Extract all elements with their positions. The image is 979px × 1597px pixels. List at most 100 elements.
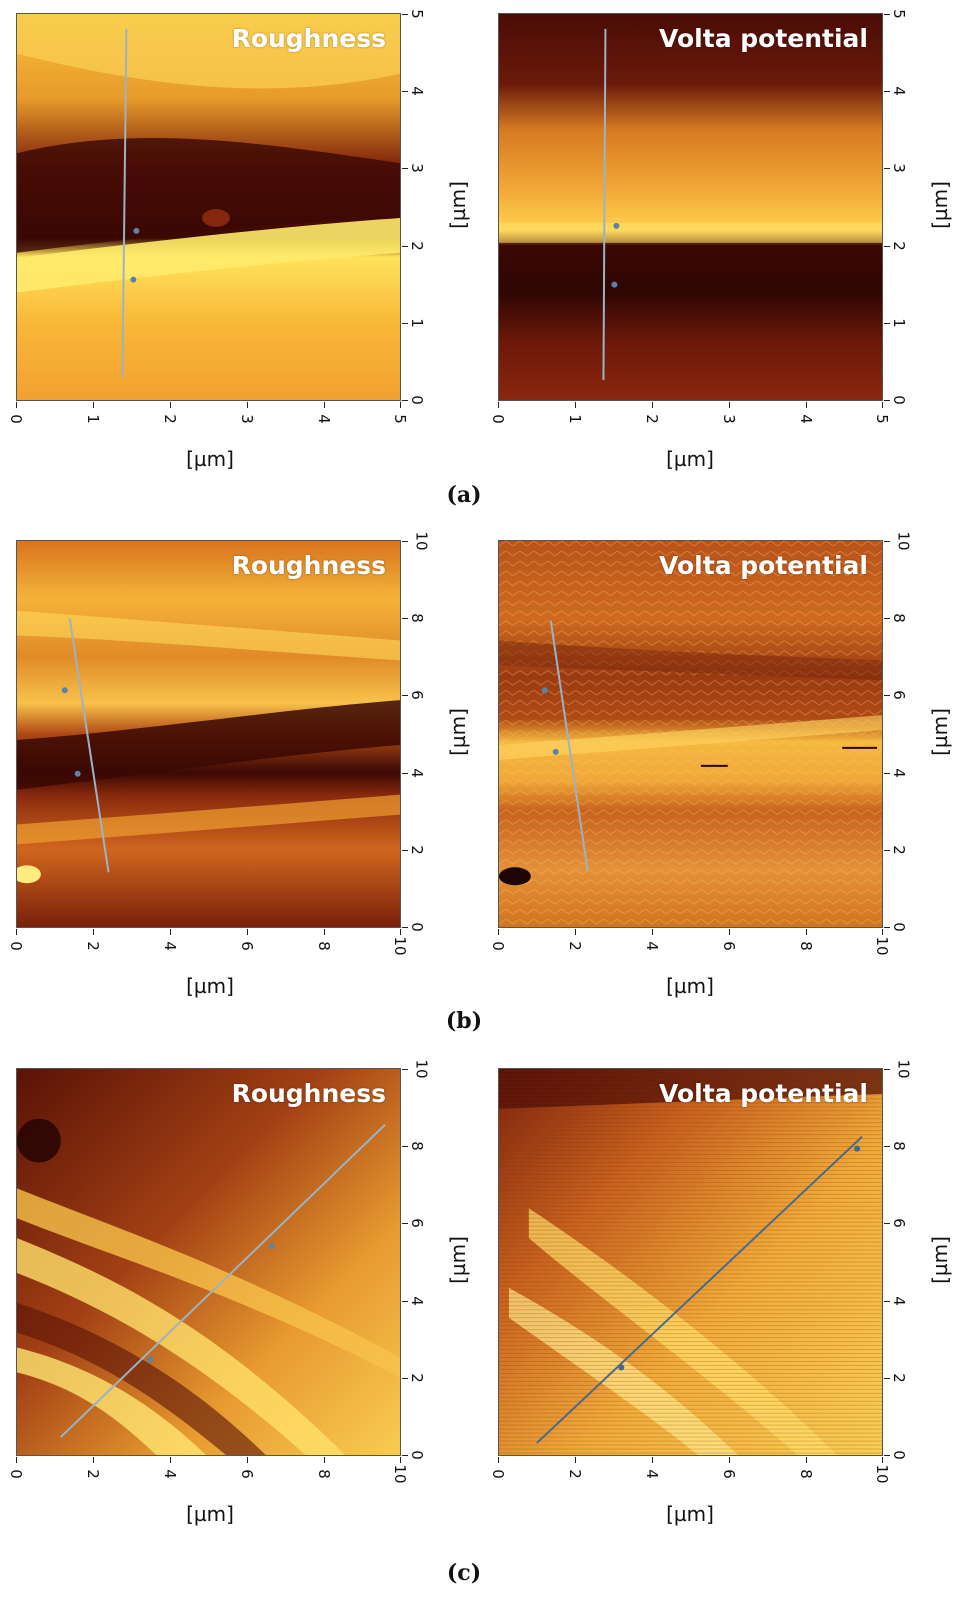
afm-map-a-roughness: Roughness bbox=[16, 13, 401, 401]
afm-map-c-roughness: Roughness bbox=[16, 1068, 401, 1456]
y-tick: 5 bbox=[407, 9, 426, 19]
y-axis: 0 2 4 6 8 10 bbox=[884, 531, 954, 932]
x-tick: 6 bbox=[720, 941, 738, 951]
y-axis: 0 2 4 6 8 10 bbox=[884, 1059, 954, 1460]
y-tick: 0 bbox=[889, 922, 908, 932]
y-tick: 4 bbox=[889, 1296, 908, 1306]
x-axis-label: [µm] bbox=[186, 447, 234, 471]
y-tick: 2 bbox=[407, 1373, 426, 1383]
y-tick: 10 bbox=[412, 531, 431, 551]
y-axis: 0 2 4 6 8 10 bbox=[402, 1059, 472, 1460]
y-tick: 2 bbox=[889, 845, 908, 855]
caption-c: (c) bbox=[446, 1560, 482, 1586]
x-axis: 0 2 4 6 8 10 bbox=[489, 929, 891, 999]
y-axis-label: [µm] bbox=[446, 1236, 470, 1284]
y-tick: 8 bbox=[889, 1141, 908, 1151]
y-axis-label: [µm] bbox=[928, 708, 952, 756]
y-tick: 1 bbox=[889, 318, 908, 328]
y-tick: 0 bbox=[407, 1450, 426, 1460]
y-tick: 4 bbox=[407, 768, 426, 778]
y-tick: 2 bbox=[407, 845, 426, 855]
x-tick: 2 bbox=[566, 1469, 584, 1479]
map-title: Roughness bbox=[231, 551, 386, 580]
x-tick: 2 bbox=[84, 1469, 102, 1479]
x-tick: 10 bbox=[873, 936, 891, 956]
volta-image-b bbox=[499, 541, 882, 927]
afm-map-b-roughness: Roughness bbox=[16, 540, 401, 928]
caption-b: (b) bbox=[445, 1008, 483, 1034]
x-axis: 0 2 4 6 8 10 bbox=[489, 1457, 891, 1527]
x-axis: 0 2 4 6 8 10 bbox=[7, 1457, 409, 1527]
x-axis-label: [µm] bbox=[666, 974, 714, 998]
x-tick: 4 bbox=[161, 1469, 179, 1479]
panel-a-roughness: Roughness 0 1 2 3 4 5 [µm] 0 1 2 3 4 5 [… bbox=[0, 0, 480, 480]
y-tick: 4 bbox=[889, 86, 908, 96]
y-tick: 6 bbox=[407, 1218, 426, 1228]
afm-map-a-volta: Volta potential bbox=[498, 13, 883, 401]
y-tick: 10 bbox=[894, 1059, 913, 1079]
y-tick: 4 bbox=[407, 1296, 426, 1306]
y-axis: 0 2 4 6 8 10 bbox=[402, 531, 472, 932]
y-tick: 6 bbox=[889, 1218, 908, 1228]
y-tick: 1 bbox=[407, 318, 426, 328]
x-tick: 4 bbox=[161, 941, 179, 951]
y-tick: 4 bbox=[889, 768, 908, 778]
y-tick: 2 bbox=[407, 241, 426, 251]
y-tick: 0 bbox=[407, 922, 426, 932]
y-tick: 3 bbox=[407, 163, 426, 173]
y-tick: 8 bbox=[407, 1141, 426, 1151]
y-tick: 0 bbox=[407, 395, 426, 405]
x-tick: 8 bbox=[797, 941, 815, 951]
panel-c-volta: Volta potential 0 2 4 6 8 10 [µm] 0 2 4 … bbox=[482, 1055, 979, 1535]
y-tick: 5 bbox=[889, 9, 908, 19]
y-tick: 8 bbox=[407, 613, 426, 623]
x-tick: 10 bbox=[391, 936, 409, 956]
x-tick: 6 bbox=[720, 1469, 738, 1479]
y-tick: 10 bbox=[894, 531, 913, 551]
y-tick: 0 bbox=[889, 395, 908, 405]
x-tick: 2 bbox=[566, 941, 584, 951]
x-axis-label: [µm] bbox=[666, 1502, 714, 1526]
panel-a-volta: Volta potential 0 1 2 3 4 5 [µm] 0 1 2 3… bbox=[482, 0, 979, 480]
y-tick: 2 bbox=[889, 1373, 908, 1383]
volta-image-a bbox=[499, 14, 882, 400]
x-tick: 10 bbox=[391, 1464, 409, 1484]
x-tick: 0 bbox=[7, 414, 25, 424]
y-axis-label: [µm] bbox=[446, 181, 470, 229]
x-tick: 0 bbox=[7, 1469, 25, 1479]
roughness-image-b bbox=[17, 541, 400, 927]
y-tick: 4 bbox=[407, 86, 426, 96]
volta-image-c bbox=[499, 1069, 882, 1455]
map-title: Volta potential bbox=[659, 1079, 868, 1108]
x-tick: 1 bbox=[84, 414, 102, 424]
x-tick: 8 bbox=[797, 1469, 815, 1479]
afm-map-c-volta: Volta potential bbox=[498, 1068, 883, 1456]
x-tick: 3 bbox=[720, 414, 738, 424]
y-tick: 8 bbox=[889, 613, 908, 623]
panel-b-volta: Volta potential 0 2 4 6 8 10 [µm] 0 2 4 … bbox=[482, 527, 979, 1007]
afm-map-b-volta: Volta potential bbox=[498, 540, 883, 928]
x-axis: 0 1 2 3 4 5 bbox=[489, 402, 891, 472]
map-title: Roughness bbox=[231, 24, 386, 53]
x-tick: 3 bbox=[238, 414, 256, 424]
x-axis-label: [µm] bbox=[186, 1502, 234, 1526]
panel-c-roughness: Roughness 0 2 4 6 8 10 [µm] 0 2 4 6 8 10… bbox=[0, 1055, 480, 1535]
x-tick: 0 bbox=[489, 941, 507, 951]
y-axis: 0 1 2 3 4 5 bbox=[402, 9, 472, 405]
map-title: Volta potential bbox=[659, 551, 868, 580]
x-tick: 5 bbox=[391, 414, 409, 424]
x-tick: 2 bbox=[643, 414, 661, 424]
y-axis: 0 1 2 3 4 5 bbox=[884, 9, 954, 405]
x-tick: 1 bbox=[566, 414, 584, 424]
x-tick: 0 bbox=[7, 941, 25, 951]
x-tick: 8 bbox=[315, 1469, 333, 1479]
x-tick: 4 bbox=[315, 414, 333, 424]
caption-a: (a) bbox=[446, 482, 482, 508]
roughness-image-c bbox=[17, 1069, 400, 1455]
roughness-image-a bbox=[17, 14, 400, 400]
y-tick: 6 bbox=[889, 690, 908, 700]
y-axis-label: [µm] bbox=[928, 1236, 952, 1284]
y-tick: 2 bbox=[889, 241, 908, 251]
y-axis-label: [µm] bbox=[446, 708, 470, 756]
x-tick: 2 bbox=[84, 941, 102, 951]
